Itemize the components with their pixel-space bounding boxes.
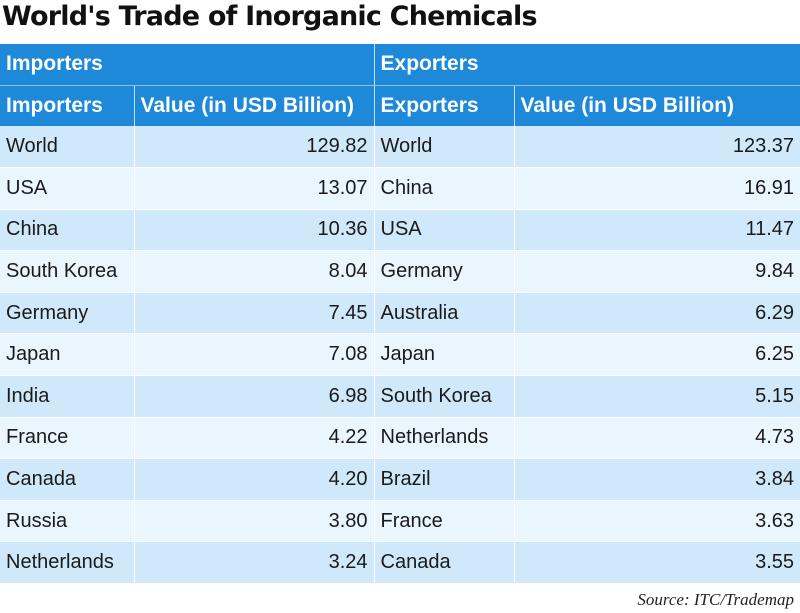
exporter-value-cell: 3.63	[514, 500, 800, 543]
column-header-row: Importers Value (in USD Billion) Exporte…	[0, 85, 800, 126]
table-row: USA 13.07 China 16.91	[0, 167, 800, 210]
exporter-value-cell: 123.37	[514, 126, 800, 169]
table-row: France 4.22 Netherlands 4.73	[0, 417, 800, 460]
importer-value-cell: 6.98	[134, 375, 375, 418]
importer-value-cell: 4.20	[134, 458, 375, 501]
importer-name-cell: Canada	[0, 458, 135, 501]
exporter-value-cell: 5.15	[514, 375, 800, 418]
importer-name-cell: France	[0, 417, 135, 460]
importer-value-cell: 7.45	[134, 292, 375, 335]
group-header-row: Importers Exporters	[0, 44, 800, 86]
group-header-importers: Importers	[0, 44, 375, 86]
importer-name-cell: Germany	[0, 292, 135, 335]
exporter-value-cell: 3.84	[514, 458, 800, 501]
importer-value-cell: 129.82	[134, 126, 375, 169]
importer-name-cell: USA	[0, 167, 135, 210]
table-row: Russia 3.80 France 3.63	[0, 500, 800, 543]
table-row: Japan 7.08 Japan 6.25	[0, 333, 800, 377]
exporter-value-cell: 9.84	[514, 250, 800, 293]
exporter-value-cell: 4.73	[514, 417, 800, 460]
table-row: China 10.36 USA 11.47	[0, 209, 800, 252]
exporter-name-cell: World	[374, 126, 515, 169]
trade-table: Importers Exporters Importers Value (in …	[0, 44, 800, 585]
importer-name-cell: Netherlands	[0, 541, 135, 585]
exporter-name-cell: Japan	[374, 333, 515, 377]
group-header-exporters: Exporters	[374, 44, 800, 86]
exporter-value-cell: 11.47	[514, 209, 800, 252]
importer-value-cell: 13.07	[134, 167, 375, 210]
table-row: India 6.98 South Korea 5.15	[0, 375, 800, 418]
table-row: Netherlands 3.24 Canada 3.55	[0, 541, 800, 585]
importer-value-cell: 7.08	[134, 333, 375, 377]
table-body: World 129.82 World 123.37 USA 13.07 China 16.91…	[0, 126, 800, 585]
source-note: Source: ITC/Trademap	[637, 590, 794, 609]
column-header-exporters: Exporters	[374, 85, 515, 126]
importer-value-cell: 3.80	[134, 500, 375, 543]
importer-name-cell: Japan	[0, 333, 135, 377]
importer-name-cell: Russia	[0, 500, 135, 543]
importer-value-cell: 10.36	[134, 209, 375, 252]
exporter-name-cell: South Korea	[374, 375, 515, 418]
exporter-name-cell: Netherlands	[374, 417, 515, 460]
importer-name-cell: South Korea	[0, 250, 135, 293]
table-row: Canada 4.20 Brazil 3.84	[0, 458, 800, 501]
exporter-value-cell: 3.55	[514, 541, 800, 585]
exporter-name-cell: France	[374, 500, 515, 543]
exporter-value-cell: 6.29	[514, 292, 800, 335]
column-header-export-value: Value (in USD Billion)	[514, 85, 800, 126]
table-row: World 129.82 World 123.37	[0, 126, 800, 169]
exporter-name-cell: Germany	[374, 250, 515, 293]
importer-value-cell: 8.04	[134, 250, 375, 293]
importer-name-cell: China	[0, 209, 135, 252]
exporter-value-cell: 6.25	[514, 333, 800, 377]
importer-name-cell: World	[0, 126, 135, 169]
exporter-name-cell: Brazil	[374, 458, 515, 501]
importer-value-cell: 4.22	[134, 417, 375, 460]
exporter-name-cell: Canada	[374, 541, 515, 585]
table-row: Germany 7.45 Australia 6.29	[0, 292, 800, 335]
exporter-name-cell: China	[374, 167, 515, 210]
table-row: South Korea 8.04 Germany 9.84	[0, 250, 800, 293]
exporter-value-cell: 16.91	[514, 167, 800, 210]
chart-title: World's Trade of Inorganic Chemicals	[2, 1, 538, 32]
importer-value-cell: 3.24	[134, 541, 375, 585]
column-header-importers: Importers	[0, 85, 135, 126]
column-header-import-value: Value (in USD Billion)	[134, 85, 375, 126]
exporter-name-cell: Australia	[374, 292, 515, 335]
importer-name-cell: India	[0, 375, 135, 418]
exporter-name-cell: USA	[374, 209, 515, 252]
